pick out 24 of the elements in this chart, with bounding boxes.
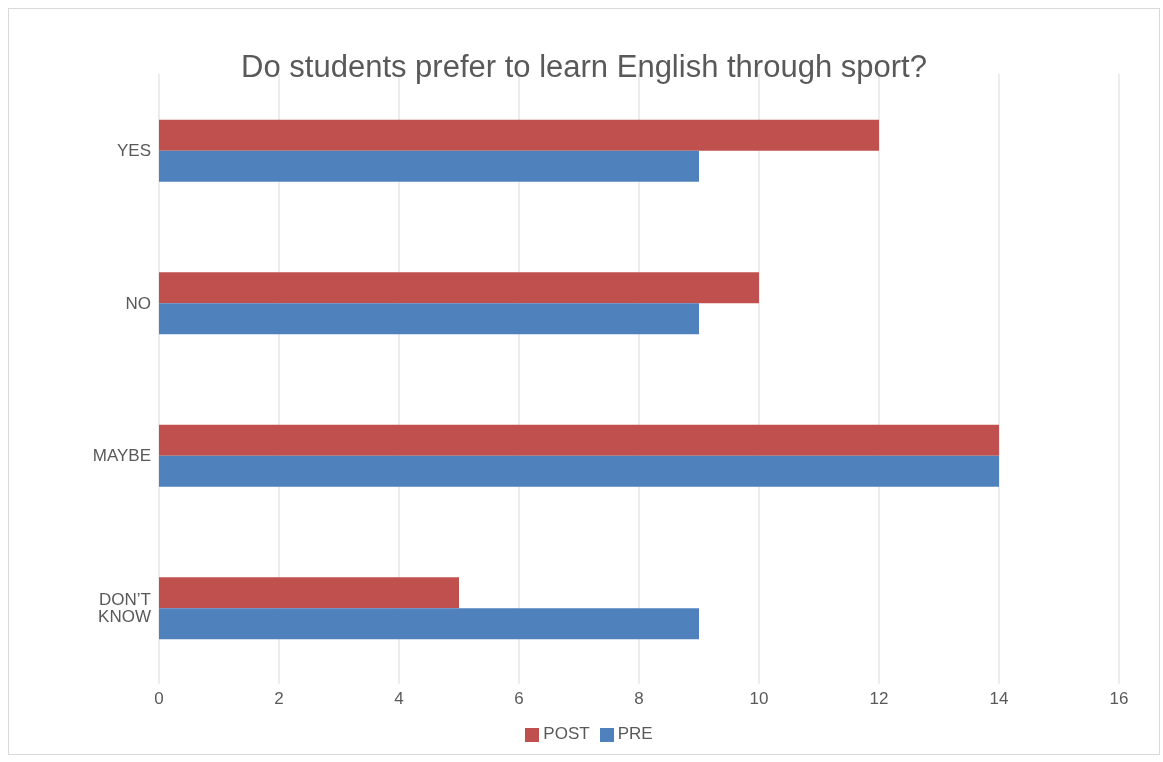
y-tick-label: DON’T KNOW (98, 590, 151, 627)
bar (159, 577, 459, 609)
y-tick-label: NO (125, 293, 151, 313)
bar (159, 608, 699, 640)
x-tick-label: 6 (514, 689, 524, 709)
x-tick-label: 12 (869, 689, 889, 709)
legend-label: PRE (617, 724, 653, 743)
y-tick-label: YES (116, 141, 151, 161)
chart-title: Do students prefer to learn English through sport? (240, 49, 928, 85)
legend-label: POST (543, 724, 590, 743)
bar (159, 303, 699, 335)
x-tick-label: 14 (989, 689, 1009, 709)
x-tick-label: 10 (749, 689, 769, 709)
bar (159, 119, 879, 151)
bar (159, 150, 699, 182)
bar (159, 455, 999, 487)
x-tick-label: 8 (634, 689, 644, 709)
x-tick-label: 2 (274, 689, 284, 709)
x-tick-label: 16 (1109, 689, 1129, 709)
y-tick-label: MAYBE (92, 446, 151, 466)
bar (159, 272, 759, 304)
x-tick-label: 0 (154, 689, 164, 709)
x-tick-label: 4 (394, 689, 404, 709)
bar (159, 424, 999, 456)
